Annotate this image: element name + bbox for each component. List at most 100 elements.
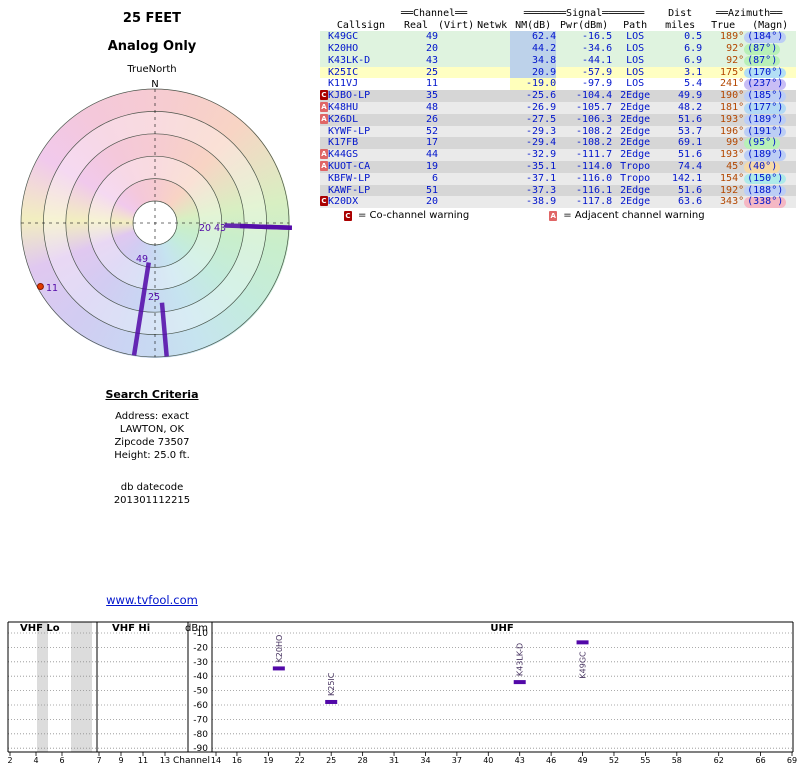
cell-azimuth-magnetic: (87°) (744, 43, 796, 55)
cell-channel-real: 48 (425, 102, 438, 114)
cell-channel-virtual (438, 102, 474, 114)
cell-callsign[interactable]: K20HO (328, 43, 359, 55)
header-cell: Path (623, 19, 648, 31)
cell-network (474, 161, 510, 173)
cell-path: LOS (626, 66, 645, 78)
channel-label: 9 (118, 756, 123, 765)
table-row: A KUOT-CA 19 -35.1 -114.0 Tropo 74.4 45° (40°) (320, 160, 797, 173)
cell-channel-real: 52 (425, 125, 438, 137)
table-row: KAWF-LP 51 -37.3 -116.1 2Edge 51.6 192° (188°) (320, 184, 797, 197)
cell-azimuth-magnetic: (40°) (744, 161, 796, 173)
cell-callsign[interactable]: KUOT-CA (328, 161, 371, 173)
channel-label: 2 (7, 756, 12, 765)
cell-callsign[interactable]: K20DX (328, 196, 359, 208)
cell-callsign[interactable]: K48HU (328, 102, 359, 114)
cell-callsign[interactable]: K44GS (328, 149, 359, 161)
cell-network (474, 102, 510, 114)
cell-path: LOS (626, 43, 645, 55)
cell-warning (320, 78, 328, 90)
cell-noise-margin: -37.3 (526, 184, 557, 196)
azimuth-direction-pill: (185°) (744, 91, 787, 102)
cell-power: -97.9 (582, 78, 613, 90)
adjacent-channel-warning-icon: A (320, 149, 328, 160)
cell-callsign[interactable]: K17FB (328, 137, 359, 149)
signal-bar (576, 640, 589, 645)
radar-title-block: 25 FEET Analog Only TrueNorth (72, 10, 232, 75)
cell-network (474, 114, 510, 126)
cell-callsign[interactable]: K26DL (328, 113, 359, 125)
cell-noise-margin: -35.1 (526, 161, 557, 173)
cell-channel-real: 19 (425, 161, 438, 173)
cell-network (474, 78, 510, 90)
signal-bar-label: K20HO (275, 635, 284, 663)
y-tick-label: -70 (193, 715, 208, 725)
cell-warning: A (320, 113, 328, 126)
cell-path: 2Edge (620, 102, 651, 114)
cell-distance: 69.1 (678, 137, 703, 149)
cell-callsign[interactable]: K43LK-D (328, 54, 371, 66)
cell-callsign[interactable]: KBFW-LP (328, 172, 371, 184)
cell-channel-virtual (438, 78, 474, 90)
cell-path: 2Edge (620, 137, 651, 149)
table-header-row: Callsign Real (Virt) Netwk NM(dB) Pwr(dBm) Pat… (320, 20, 796, 32)
station-table-head: ══Channel══ ═══════Signal═══════ Dist ══Azi… (320, 8, 796, 31)
cell-power: -16.5 (582, 31, 613, 43)
signal-channel-label: 43 (214, 223, 226, 234)
cell-callsign[interactable]: KAWF-LP (328, 184, 371, 196)
channel-label: 58 (672, 756, 682, 765)
cell-azimuth-magnetic: (338°) (744, 196, 796, 208)
signal-channel-label: 11 (46, 283, 58, 294)
azimuth-direction-pill: (87°) (744, 44, 781, 55)
cell-callsign[interactable]: K49GC (328, 31, 359, 43)
cell-azimuth-magnetic: (95°) (744, 137, 796, 149)
cell-distance: 48.2 (678, 102, 703, 114)
cell-azimuth-true: 92° (726, 43, 745, 55)
cell-callsign[interactable]: K25IC (328, 66, 359, 78)
cell-path: 2Edge (620, 125, 651, 137)
cell-noise-margin: -26.9 (526, 102, 557, 114)
cell-distance: 74.4 (678, 161, 703, 173)
cell-distance: 63.6 (678, 196, 703, 208)
cell-distance: 142.1 (672, 172, 703, 184)
cell-channel-virtual (438, 67, 474, 79)
channel-label: 19 (263, 756, 273, 765)
cell-network (474, 137, 510, 149)
cell-callsign[interactable]: KJBO-LP (328, 90, 371, 102)
header-cell (320, 20, 328, 32)
cell-callsign[interactable]: K11VJ (328, 78, 359, 90)
header-cell: Real (403, 19, 429, 31)
cell-channel-real: 44 (425, 149, 438, 161)
cell-path: 2Edge (620, 196, 651, 208)
azimuth-direction-pill: (189°) (744, 114, 787, 126)
table-row: C KJBO-LP 35 -25.6 -104.4 2Edge 49.9 190° (185°) (320, 90, 797, 102)
dbm-axis-label: dBm (185, 623, 208, 634)
cell-distance: 3.1 (684, 66, 703, 78)
co-channel-warning-icon: C (320, 90, 328, 101)
azimuth-direction-pill: (95°) (744, 138, 781, 149)
header-cell (328, 8, 394, 20)
tvfool-link[interactable]: www.tvfool.com (106, 593, 198, 607)
search-criteria-address: Address: exact (115, 411, 189, 422)
signal-bar-label: K49GC (579, 651, 588, 679)
shaded-band (71, 622, 92, 752)
cell-network (474, 55, 510, 67)
y-tick-label: -60 (193, 701, 208, 711)
cell-channel-virtual (438, 55, 474, 67)
cell-warning (320, 55, 328, 67)
cell-distance: 5.4 (684, 78, 703, 90)
cell-path: 2Edge (620, 90, 651, 102)
cell-channel-virtual (438, 126, 474, 138)
cell-callsign[interactable]: KYWF-LP (328, 125, 371, 137)
signal-dot (36, 283, 44, 291)
azimuth-direction-pill: (40°) (744, 162, 781, 173)
channel-label: 7 (96, 756, 101, 765)
cell-path: Tropo (620, 172, 651, 184)
shaded-band (37, 622, 48, 752)
adjacent-channel-warning-icon: A (320, 102, 328, 113)
radar-overlay: N 49 25 20 43 11 (20, 79, 292, 358)
north-label: N (151, 79, 158, 90)
cell-azimuth-magnetic: (189°) (744, 149, 796, 161)
cell-azimuth-true: 189° (720, 31, 745, 43)
cell-network (474, 173, 510, 185)
north-reference-label: TrueNorth (127, 64, 177, 75)
